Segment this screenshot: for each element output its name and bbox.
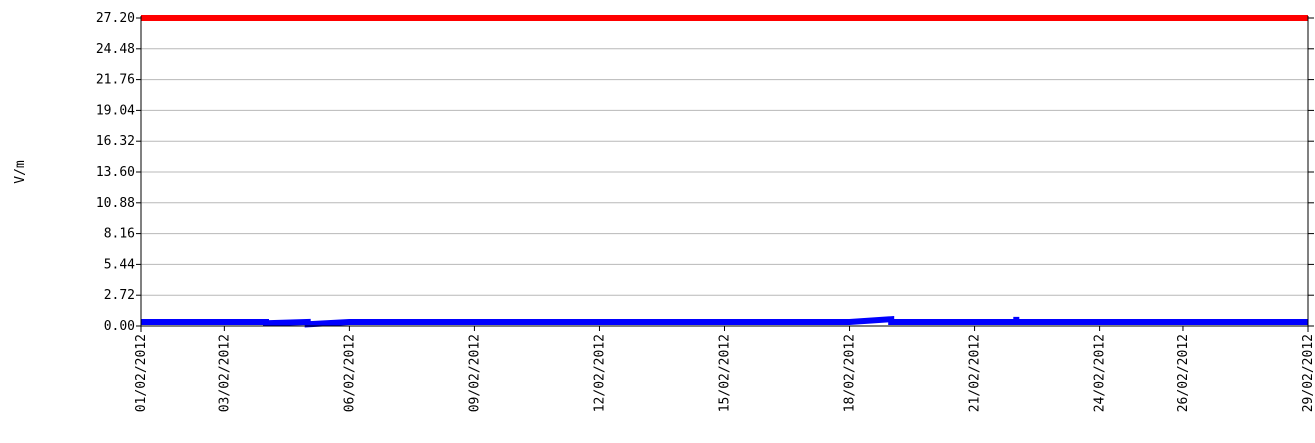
x-tick-label: 21/02/2012 [968,334,983,412]
y-axis-label: V/m [13,160,28,184]
y-tick-label: 2.72 [104,288,135,303]
y-tick-label: 0.00 [104,319,135,334]
y-tick-label: 21.76 [96,73,135,88]
y-tick-label: 5.44 [104,257,135,272]
series-line-1 [141,315,1308,328]
tick-labels: 0.00 2.72 5.44 8.16 10.88 13.60 16.32 19.04 21.7… [96,11,1315,412]
y-tick-label: 13.60 [96,165,135,180]
y-tick-label: 24.48 [96,42,135,57]
x-tick-label: 29/02/2012 [1301,334,1315,412]
x-tick-label: 24/02/2012 [1093,334,1108,412]
y-tick-label: 27.20 [96,11,135,26]
y-tick-label: 10.88 [96,196,135,211]
x-tick-label: 12/02/2012 [592,334,607,412]
y-tick-label: 8.16 [104,227,135,242]
x-tick-label: 01/02/2012 [134,334,149,412]
axes [136,16,1314,332]
x-tick-label: 03/02/2012 [217,334,232,412]
series-layer [141,15,1308,328]
x-tick-label: 15/02/2012 [718,334,733,412]
y-tick-label: 16.32 [96,134,135,149]
y-tick-label: 19.04 [96,103,135,118]
x-tick-label: 06/02/2012 [342,334,357,412]
grid [141,17,1308,296]
x-tick-label: 18/02/2012 [843,334,858,412]
x-tick-label: 26/02/2012 [1176,334,1191,412]
x-tick-label: 09/02/2012 [467,334,482,412]
